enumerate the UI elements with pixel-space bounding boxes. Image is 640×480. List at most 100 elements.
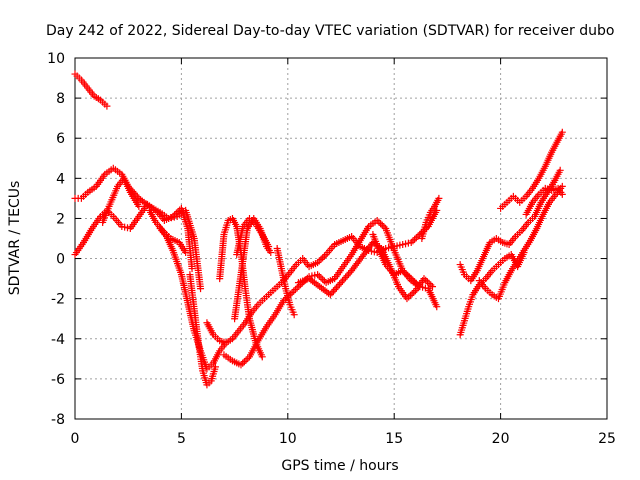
- data-point: [407, 275, 415, 283]
- data-point: [169, 212, 177, 220]
- data-point: [406, 291, 414, 299]
- data-point: [331, 285, 339, 293]
- data-point: [329, 287, 337, 295]
- y-tick-label: 4: [56, 171, 65, 187]
- data-point: [258, 353, 266, 361]
- data-point: [317, 255, 325, 263]
- data-point: [103, 102, 111, 110]
- data-point: [293, 284, 301, 292]
- data-point: [319, 254, 327, 262]
- data-point: [410, 288, 418, 296]
- x-tick-label: 5: [177, 431, 186, 447]
- x-tick-label: 15: [385, 431, 403, 447]
- y-tick-label: 10: [47, 51, 65, 67]
- data-point: [420, 275, 428, 283]
- data-point: [556, 166, 564, 174]
- data-point: [435, 194, 443, 202]
- data-point: [182, 249, 190, 257]
- data-point: [171, 211, 179, 219]
- data-point: [334, 282, 342, 290]
- data-point: [404, 271, 412, 279]
- data-point: [319, 275, 327, 283]
- data-point: [172, 209, 180, 217]
- data-point: [239, 359, 247, 367]
- data-point: [399, 267, 407, 275]
- data-point: [409, 237, 417, 245]
- data-point: [188, 265, 196, 273]
- data-point: [315, 257, 323, 265]
- data-point: [422, 276, 430, 284]
- data-point: [211, 363, 219, 371]
- data-point: [342, 273, 350, 281]
- data-point: [408, 290, 416, 298]
- y-tick-label: 2: [56, 211, 65, 227]
- data-point: [135, 202, 143, 210]
- data-point: [558, 182, 566, 190]
- data-point: [328, 289, 336, 297]
- data-point: [400, 268, 408, 276]
- data-point: [291, 285, 299, 293]
- data-point: [240, 358, 248, 366]
- y-axis-label: SDTVAR / TECUs: [7, 181, 23, 296]
- data-point: [345, 270, 353, 278]
- data-point: [315, 272, 323, 280]
- data-point: [317, 274, 325, 282]
- data-points: [71, 70, 566, 389]
- data-point: [375, 218, 383, 226]
- data-point: [380, 223, 388, 231]
- data-point: [373, 216, 381, 224]
- data-point: [414, 281, 422, 289]
- data-point: [335, 280, 343, 288]
- data-point: [411, 278, 419, 286]
- data-point: [558, 128, 566, 136]
- data-point: [340, 275, 348, 283]
- y-tick-label: -8: [51, 412, 65, 428]
- data-point: [403, 295, 411, 303]
- data-point: [343, 272, 351, 280]
- data-point: [409, 276, 417, 284]
- y-tick-label: 8: [56, 91, 65, 107]
- data-point: [290, 311, 298, 319]
- data-point: [412, 234, 420, 242]
- data-point: [427, 281, 435, 289]
- data-point: [244, 354, 252, 362]
- data-point: [174, 208, 182, 216]
- grid-layer: [75, 58, 607, 419]
- y-tick-label: 6: [56, 131, 65, 147]
- data-point: [402, 270, 410, 278]
- data-point: [320, 277, 328, 285]
- data-point: [412, 279, 420, 287]
- y-tick-label: -2: [51, 292, 65, 308]
- data-point: [332, 284, 340, 292]
- data-point: [237, 361, 245, 369]
- data-point: [242, 356, 250, 364]
- data-point: [267, 249, 275, 257]
- data-point: [197, 285, 205, 293]
- data-point: [265, 243, 273, 251]
- x-axis-label: GPS time / hours: [281, 458, 398, 474]
- x-tick-label: 25: [598, 431, 616, 447]
- x-tick-label: 10: [279, 431, 297, 447]
- data-point: [407, 239, 415, 247]
- data-point: [290, 287, 298, 295]
- plot-frame: [74, 57, 608, 420]
- x-tick-label: 20: [492, 431, 510, 447]
- data-point: [339, 277, 347, 285]
- data-point: [429, 283, 437, 291]
- y-tick-label: -6: [51, 372, 65, 388]
- chart-title: Day 242 of 2022, Sidereal Day-to-day VTE…: [46, 23, 614, 39]
- ticks-layer: 0 5 10 15 20 25 -8 -6 -4 -2 0 2 4 6 8 10: [47, 51, 616, 447]
- data-point: [320, 252, 328, 260]
- data-point: [423, 278, 431, 286]
- data-point: [378, 221, 386, 229]
- x-tick-label: 0: [71, 431, 80, 447]
- y-tick-label: 0: [56, 252, 65, 268]
- data-point: [558, 190, 566, 198]
- data-point: [314, 259, 322, 267]
- data-point: [405, 293, 413, 301]
- data-point: [411, 235, 419, 243]
- data-point: [314, 271, 322, 279]
- data-point: [433, 303, 441, 311]
- data-point: [337, 279, 345, 287]
